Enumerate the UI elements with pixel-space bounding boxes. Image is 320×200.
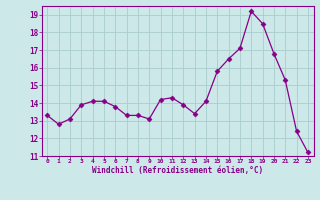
X-axis label: Windchill (Refroidissement éolien,°C): Windchill (Refroidissement éolien,°C): [92, 166, 263, 175]
